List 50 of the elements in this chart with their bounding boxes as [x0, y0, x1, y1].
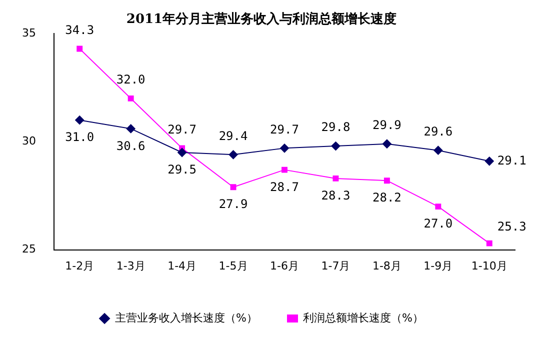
- point: [331, 142, 340, 151]
- data-label: 29.8: [321, 120, 350, 134]
- y-tick-label: 30: [22, 134, 36, 148]
- x-tick-label: 1-10月: [471, 259, 508, 272]
- data-label: 30.6: [116, 138, 146, 153]
- data-label: 32.0: [116, 72, 146, 87]
- point: [178, 148, 187, 158]
- point: [75, 116, 84, 125]
- point: [484, 156, 494, 166]
- data-label: 25.3: [497, 219, 526, 234]
- x-tick-label: 1-5月: [218, 259, 248, 272]
- point: [435, 204, 442, 210]
- data-label: 28.2: [372, 190, 402, 205]
- x-tick-label: 1-3月: [116, 259, 146, 272]
- point: [486, 240, 492, 246]
- point: [228, 150, 238, 160]
- y-tick-label: 35: [22, 26, 36, 40]
- data-label: 29.9: [372, 118, 402, 132]
- y-tick-label: 25: [22, 242, 36, 256]
- legend-label: 主营业务收入增长速度（%）: [115, 311, 258, 324]
- x-tick-label: 1-4月: [168, 259, 197, 272]
- data-label: 29.7: [168, 122, 197, 136]
- data-label: 31.0: [65, 130, 94, 144]
- point: [280, 144, 289, 153]
- point: [332, 175, 339, 182]
- data-label: 28.7: [270, 180, 299, 194]
- data-label: 29.7: [270, 122, 299, 136]
- x-tick-label: 1-7月: [321, 259, 350, 272]
- data-label: 27.0: [424, 216, 453, 231]
- data-label: 27.9: [218, 197, 248, 212]
- chart-title: 2011年分月主营业务收入与利润总额增长速度: [126, 11, 397, 28]
- point: [128, 95, 134, 102]
- data-label: 29.4: [218, 128, 248, 143]
- data-label: 28.3: [321, 188, 350, 203]
- data-label: 34.3: [65, 22, 94, 37]
- x-tick-label: 1-6月: [270, 259, 299, 272]
- x-tick-label: 1-2月: [65, 259, 94, 272]
- point: [434, 146, 443, 155]
- point: [282, 166, 288, 173]
- point: [126, 124, 136, 134]
- x-tick-label: 1-8月: [372, 259, 402, 272]
- data-label: 29.1: [497, 153, 526, 168]
- point: [230, 184, 236, 190]
- point: [384, 178, 390, 184]
- data-label: 29.5: [168, 162, 197, 177]
- x-tick-label: 1-9月: [424, 259, 453, 272]
- data-label: 29.6: [424, 124, 453, 138]
- point: [76, 46, 83, 52]
- legend-label: 利润总额增长速度（%）: [303, 311, 424, 324]
- point: [382, 139, 392, 148]
